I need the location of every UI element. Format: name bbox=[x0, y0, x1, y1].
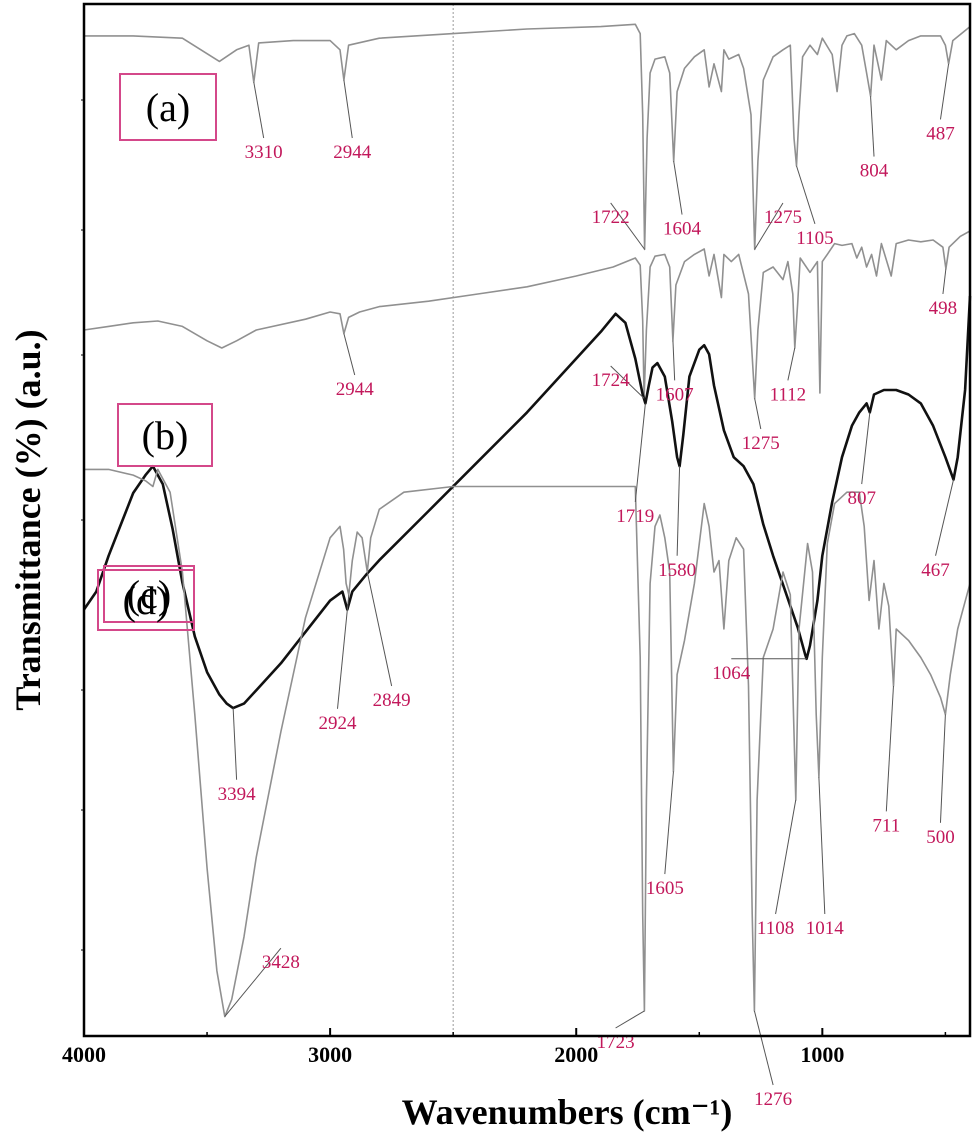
peak-label-2849: 2849 bbox=[373, 690, 411, 711]
peak-leader-487 bbox=[939, 63, 950, 120]
panel-label-4: (d) bbox=[123, 578, 170, 623]
peak-leader-498 bbox=[942, 268, 947, 295]
peak-leader-1105 bbox=[796, 165, 816, 224]
x-tick-label-3000: 3000 bbox=[308, 1042, 352, 1067]
peak-label-1064: 1064 bbox=[712, 663, 751, 684]
x-tick-label-4000: 4000 bbox=[62, 1042, 106, 1067]
peak-label-1275: 1275 bbox=[742, 433, 780, 454]
peak-leader-3394 bbox=[232, 708, 238, 780]
peak-leader-500 bbox=[939, 714, 946, 823]
peak-leader-807 bbox=[861, 412, 871, 485]
peak-label-2944: 2944 bbox=[333, 142, 372, 163]
peak-leader-3428 bbox=[224, 947, 282, 1017]
peak-label-1722: 1722 bbox=[592, 207, 630, 228]
peak-leader-1722 bbox=[610, 202, 646, 250]
panel-label-2: (b) bbox=[142, 413, 189, 458]
peak-label-1604: 1604 bbox=[663, 219, 702, 240]
plot-frame bbox=[82, 2, 972, 1038]
peak-label-487: 487 bbox=[926, 123, 955, 144]
peak-label-1108: 1108 bbox=[757, 918, 794, 939]
peak-label-3310: 3310 bbox=[245, 142, 283, 163]
peak-label-1105: 1105 bbox=[796, 228, 833, 249]
peak-label-1112: 1112 bbox=[770, 384, 807, 405]
peak-label-498: 498 bbox=[929, 298, 958, 319]
peak-leader-1276 bbox=[753, 1010, 774, 1086]
peak-label-3428: 3428 bbox=[262, 952, 300, 973]
peak-leader-1275 bbox=[754, 398, 762, 430]
peak-label-1275: 1275 bbox=[764, 207, 802, 228]
peak-label-500: 500 bbox=[926, 827, 955, 848]
peak-label-1607: 1607 bbox=[656, 384, 694, 405]
peak-label-1724: 1724 bbox=[592, 370, 631, 391]
panel-box-2 bbox=[117, 403, 213, 467]
panel-box-4 bbox=[97, 569, 195, 631]
peak-leader-1112 bbox=[787, 347, 796, 381]
spectrum-line-1 bbox=[84, 23, 971, 251]
peak-label-2924: 2924 bbox=[318, 713, 357, 734]
x-tick-label-1000: 1000 bbox=[800, 1042, 844, 1067]
panel-label-3: (c) bbox=[127, 572, 171, 617]
x-tick-label-2000: 2000 bbox=[554, 1042, 598, 1067]
peak-leader-1719 bbox=[634, 403, 646, 503]
peak-leader-1604 bbox=[673, 161, 683, 215]
panel-label-1: (a) bbox=[146, 85, 190, 130]
peak-leader-1605 bbox=[664, 771, 674, 875]
spectrum-line-4 bbox=[84, 468, 971, 1018]
peak-leader-3310 bbox=[253, 82, 265, 139]
spectrum-line-2 bbox=[83, 230, 971, 400]
peak-label-804: 804 bbox=[860, 161, 889, 182]
peak-label-1605: 1605 bbox=[646, 878, 684, 899]
peak-leader-1014 bbox=[818, 777, 826, 915]
peak-leader-2944 bbox=[343, 333, 356, 376]
peak-label-2944: 2944 bbox=[336, 379, 375, 400]
peak-leader-1108 bbox=[775, 799, 797, 915]
peak-leader-1607 bbox=[672, 340, 676, 381]
peak-label-1719: 1719 bbox=[616, 506, 654, 527]
peak-label-1580: 1580 bbox=[658, 560, 696, 581]
spectrum-line-3 bbox=[82, 295, 972, 710]
peak-label-807: 807 bbox=[847, 488, 876, 509]
x-axis: 4000 3000 2000 1000 bbox=[62, 99, 947, 1067]
peak-label-1276: 1276 bbox=[754, 1089, 792, 1110]
x-axis-title: Wavenumbers (cm⁻¹) bbox=[402, 1092, 733, 1132]
peak-leader-467 bbox=[935, 479, 954, 556]
peak-leader-711 bbox=[885, 685, 894, 812]
peak-label-3394: 3394 bbox=[218, 784, 257, 805]
peak-label-467: 467 bbox=[921, 560, 950, 581]
peak-leader-2924 bbox=[336, 594, 350, 709]
peak-leader-804 bbox=[870, 96, 875, 157]
peak-label-711: 711 bbox=[872, 815, 900, 836]
peak-leader-1275 bbox=[754, 202, 784, 250]
peak-leader-2944 bbox=[343, 79, 353, 139]
panel-labels: (a) (b) (c)(d) bbox=[97, 73, 217, 631]
peak-label-1014: 1014 bbox=[806, 918, 845, 939]
y-axis-title: Transmittance (%) (a.u.) bbox=[8, 329, 48, 710]
peak-leader-1724 bbox=[610, 365, 645, 399]
peak-leader-2849 bbox=[366, 571, 393, 687]
peak-leader-1723 bbox=[615, 1010, 645, 1029]
peak-leader-1580 bbox=[676, 466, 681, 556]
panel-box-1 bbox=[119, 73, 217, 141]
spectra-series bbox=[82, 23, 972, 1018]
